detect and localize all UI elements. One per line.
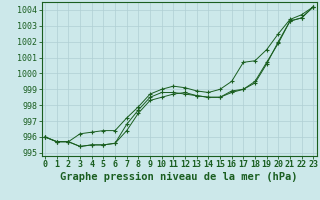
X-axis label: Graphe pression niveau de la mer (hPa): Graphe pression niveau de la mer (hPa) [60,172,298,182]
